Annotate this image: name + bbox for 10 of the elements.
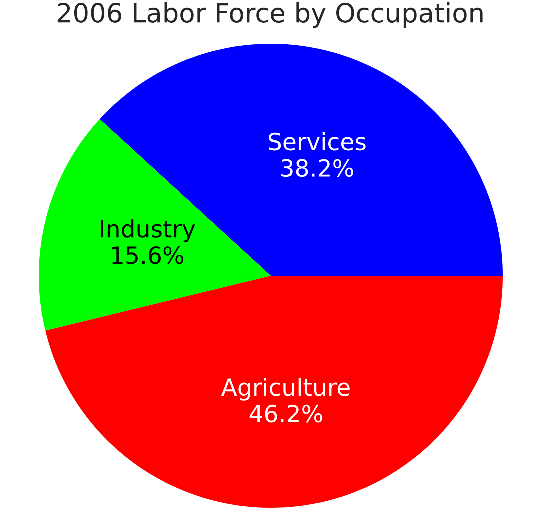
data-label: 38.2% <box>282 159 354 178</box>
slice-label: Services <box>269 132 366 151</box>
data-label: 46.2% <box>250 404 322 423</box>
pie-slice <box>46 276 503 508</box>
pie-slice <box>39 119 271 331</box>
slice-label: Industry <box>101 220 196 242</box>
slice-label: Agriculture <box>221 378 350 401</box>
chart-title: 2006 Labor Force by Occupation <box>58 2 483 28</box>
pie-slice <box>100 44 503 276</box>
data-label: 15.6% <box>112 246 184 264</box>
